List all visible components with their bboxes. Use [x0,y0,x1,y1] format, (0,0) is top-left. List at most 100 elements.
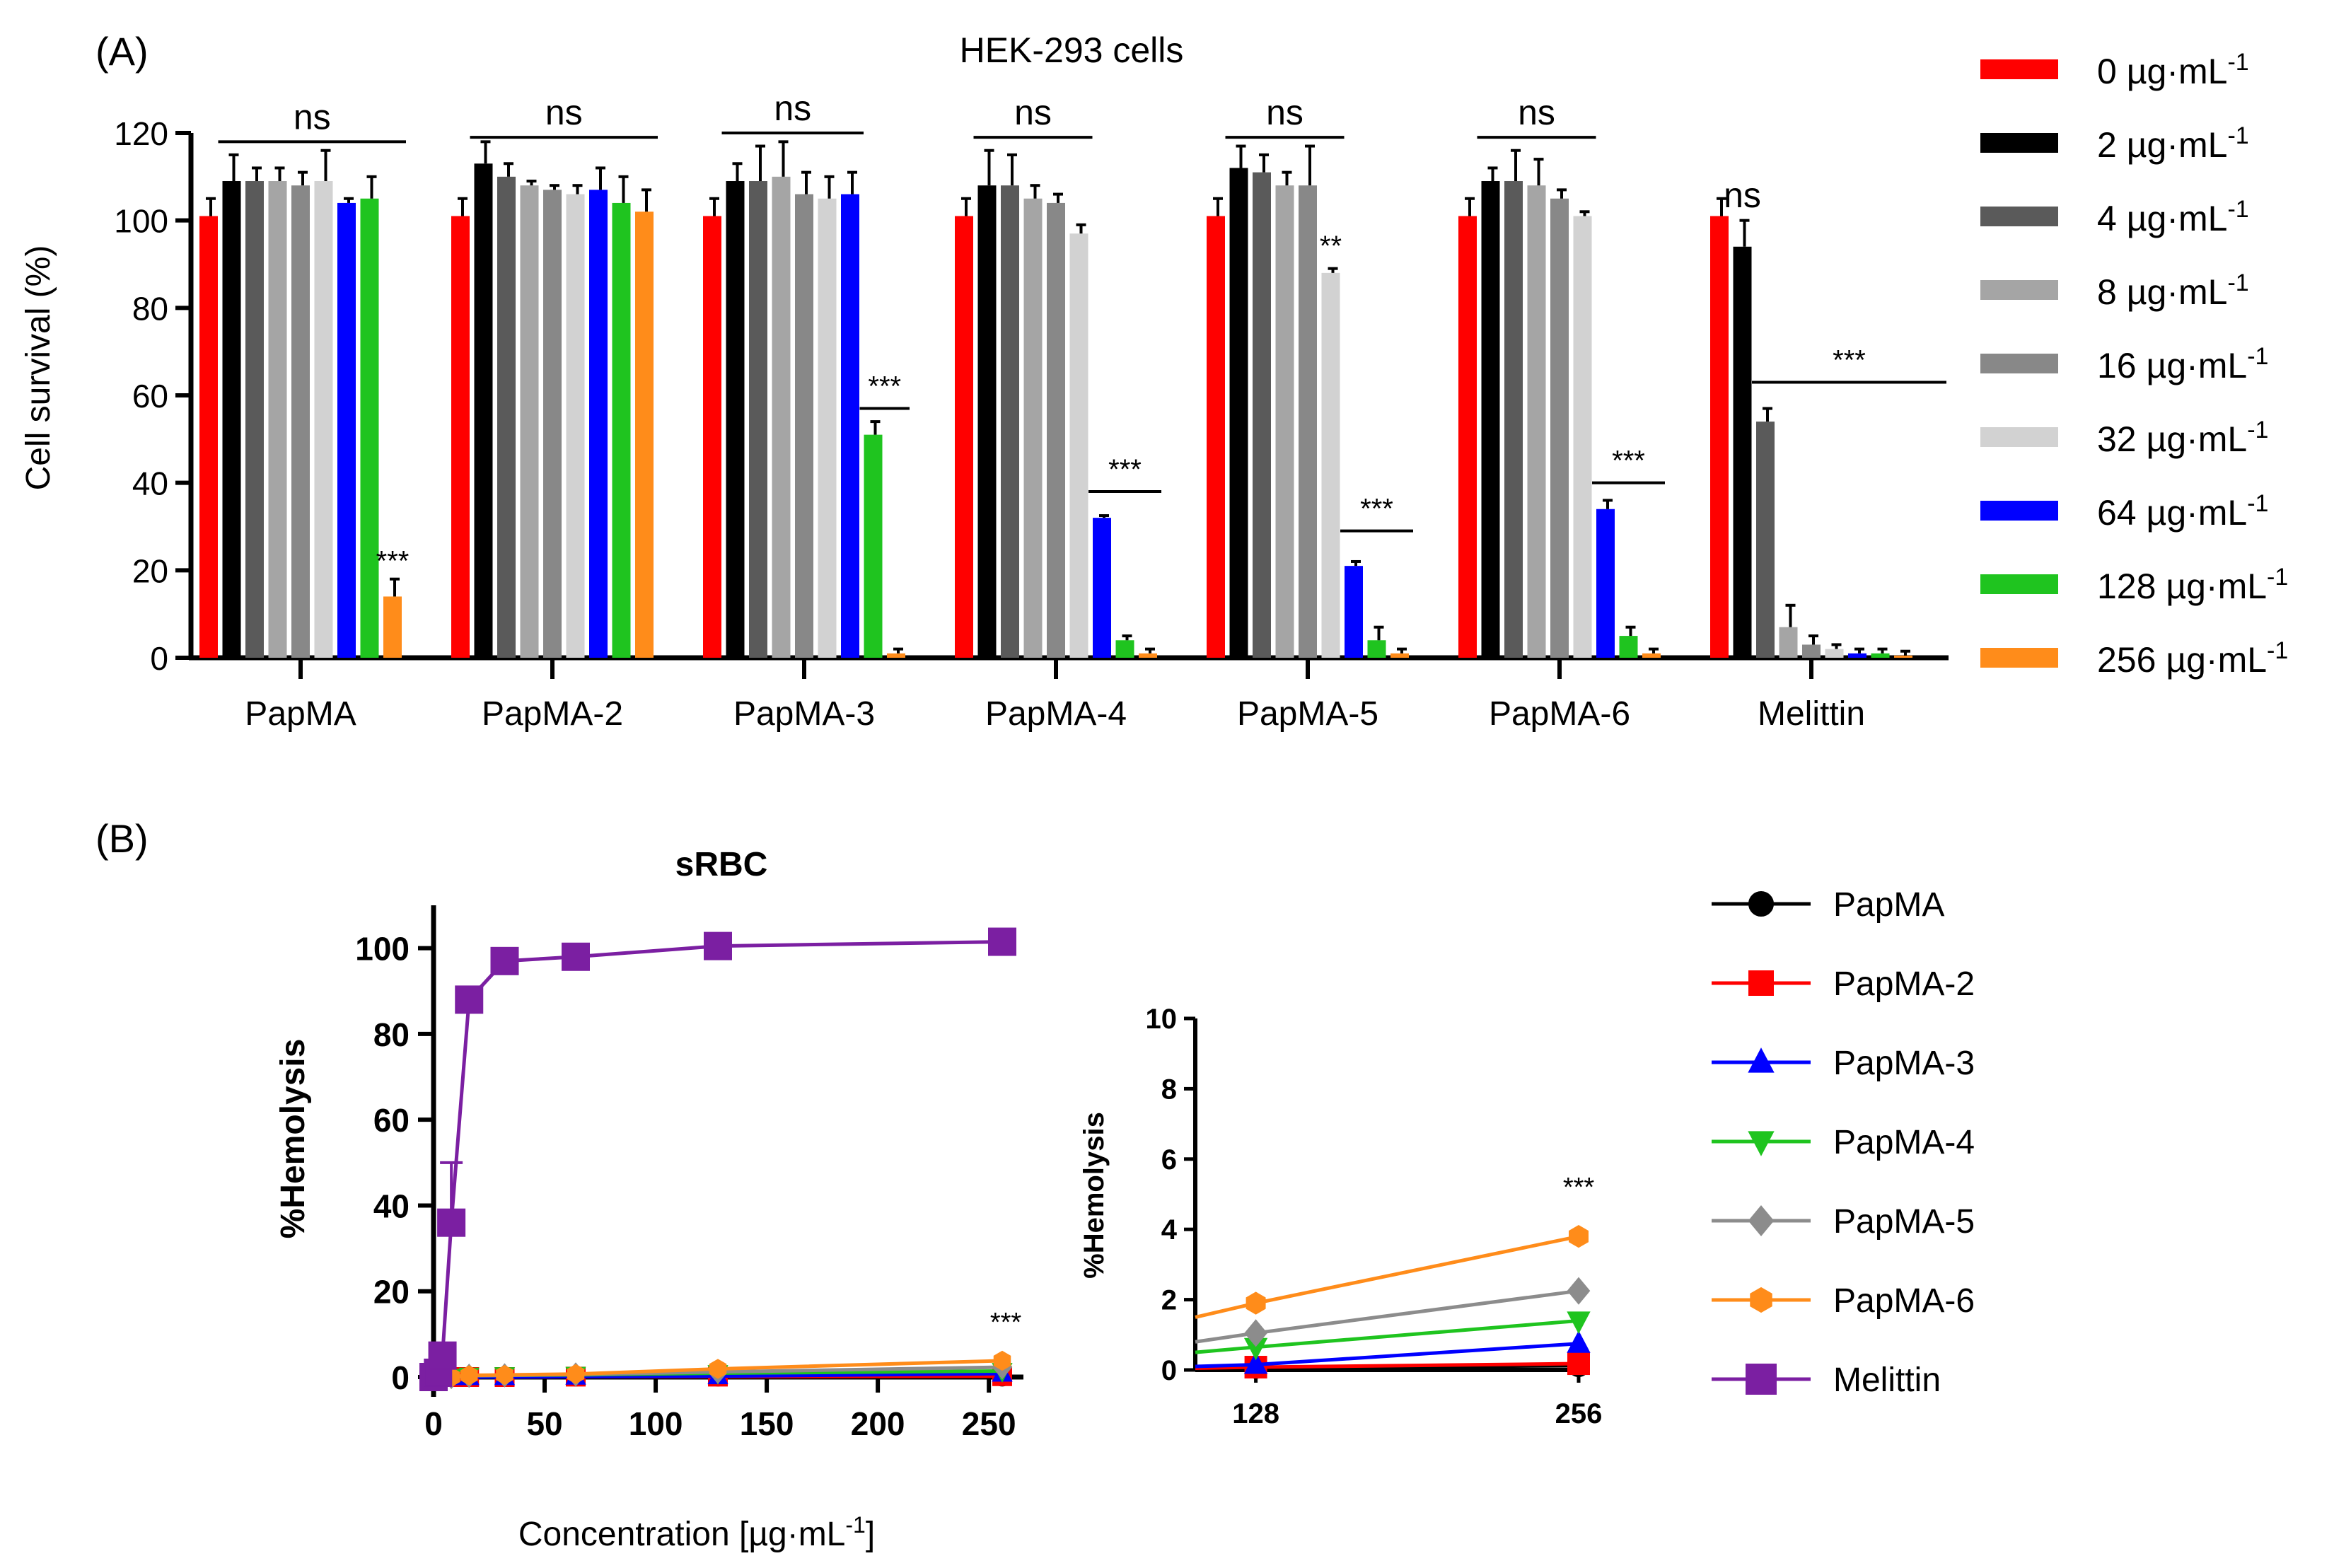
y-tick-label: 4 [1161,1214,1178,1245]
y-tick-label: 40 [373,1187,410,1224]
significance-label: *** [990,1308,1022,1337]
y-tick-label: 120 [114,115,168,152]
significance-label: *** [1612,446,1645,477]
bar [520,185,539,658]
legend-label: PapMA-6 [1833,1282,1975,1320]
bar [566,194,585,658]
bar [1596,509,1615,658]
y-tick-label: 100 [114,203,168,240]
marker-square [1567,1352,1590,1376]
bar [1894,655,1912,658]
y-tick-label: 80 [373,1016,410,1053]
bar [772,176,791,658]
bar [360,198,379,658]
bar [1321,272,1340,658]
marker-triangle-down [1748,1131,1775,1156]
legend-swatch [1980,59,2058,79]
legend-concentrations: 0 µg·mL-1 2 µg·mL-1 4 µg·mL-1 8 µg·mL-1 16 µ… [1980,49,2288,680]
y-tick-label: 10 [1146,1004,1178,1035]
x-tick-label: PapMA-3 [733,695,875,733]
bar [1458,216,1477,658]
significance-label: ns [1014,93,1052,132]
y-tick-label: 6 [1161,1144,1177,1175]
bar [1299,185,1317,658]
line-chart-hemolysis: 0 20 40 60 80 100 0 50 100 150 200 250 *** [355,905,1023,1442]
significance-label: *** [868,371,901,402]
x-tick-label: PapMA-4 [985,695,1127,733]
bar [291,185,310,658]
legend-swatch [1980,574,2058,594]
legend-label: 32 µg·mL-1 [2097,417,2268,459]
bar [1756,422,1775,658]
bar [1069,233,1088,658]
marker-square [437,1208,466,1237]
legend-swatch [1980,133,2058,153]
marker-triangle-up [1243,1351,1268,1374]
x-tick-label: 256 [1555,1398,1603,1429]
bar [199,216,218,658]
legend-label: PapMA-5 [1833,1203,1975,1241]
bar [864,434,883,658]
bar [1848,653,1866,658]
bar [1802,644,1821,658]
bar [543,190,562,658]
bar [1573,216,1592,658]
panel-a-ylabel: Cell survival (%) [20,245,57,491]
bar [268,181,287,658]
bar [1023,198,1043,658]
marker-triangle-down [1567,1311,1591,1335]
x-tick-label: 200 [851,1405,905,1442]
bar [1229,168,1248,658]
bar [818,198,837,658]
legend-label: 64 µg·mL-1 [2097,490,2268,533]
bar [1253,172,1271,658]
bar [1504,181,1523,658]
x-tick-label: PapMA-6 [1489,695,1630,733]
bar [635,211,654,658]
marker-square [490,946,519,975]
y-tick-label: 2 [1161,1285,1177,1316]
bar [245,181,264,658]
marker-square [988,927,1016,956]
y-tick-label: 20 [373,1274,410,1311]
legend-peptides: PapMA PapMA-2 PapMA-3 PapMA-4 PapMA-5 PapMA-6… [1712,886,1975,1399]
panel-b-label: (B) [95,816,149,861]
x-tick-label: PapMA-5 [1237,695,1378,733]
bar [497,176,516,658]
marker-square [1746,1364,1777,1395]
y-tick-label: 0 [150,640,168,677]
legend-label: 16 µg·mL-1 [2097,343,2268,385]
marker-diamond [1748,1205,1775,1236]
significance-label: ns [545,93,583,132]
significance-label: ns [1266,93,1304,132]
bar [1550,198,1569,658]
y-tick-label: 20 [132,552,168,589]
legend-label: 4 µg·mL-1 [2097,196,2249,238]
bar [1345,566,1363,658]
y-tick-label: 60 [132,378,168,414]
bar [1115,640,1134,658]
bar [726,181,745,658]
significance-label: ns [1724,175,1761,215]
marker-square [1748,970,1774,996]
bar [795,194,813,658]
legend-swatch [1980,207,2058,226]
y-tick-label: 80 [132,290,168,327]
marker-hexagon [993,1350,1011,1371]
bar [1139,653,1157,658]
series-line [432,940,1003,1378]
bar [955,216,973,658]
bar [887,653,905,658]
marker-circle [1748,891,1774,917]
marker-triangle-up [1748,1047,1775,1073]
marker-hexagon [1246,1291,1266,1315]
marker-triangle-up [1567,1330,1591,1353]
bar [1871,653,1890,658]
bar [1275,185,1294,658]
bar [749,181,767,658]
marker-diamond [1567,1277,1591,1305]
significance-label: *** [1563,1173,1595,1202]
legend-label: 0 µg·mL-1 [2097,49,2249,91]
bar [1481,181,1500,658]
